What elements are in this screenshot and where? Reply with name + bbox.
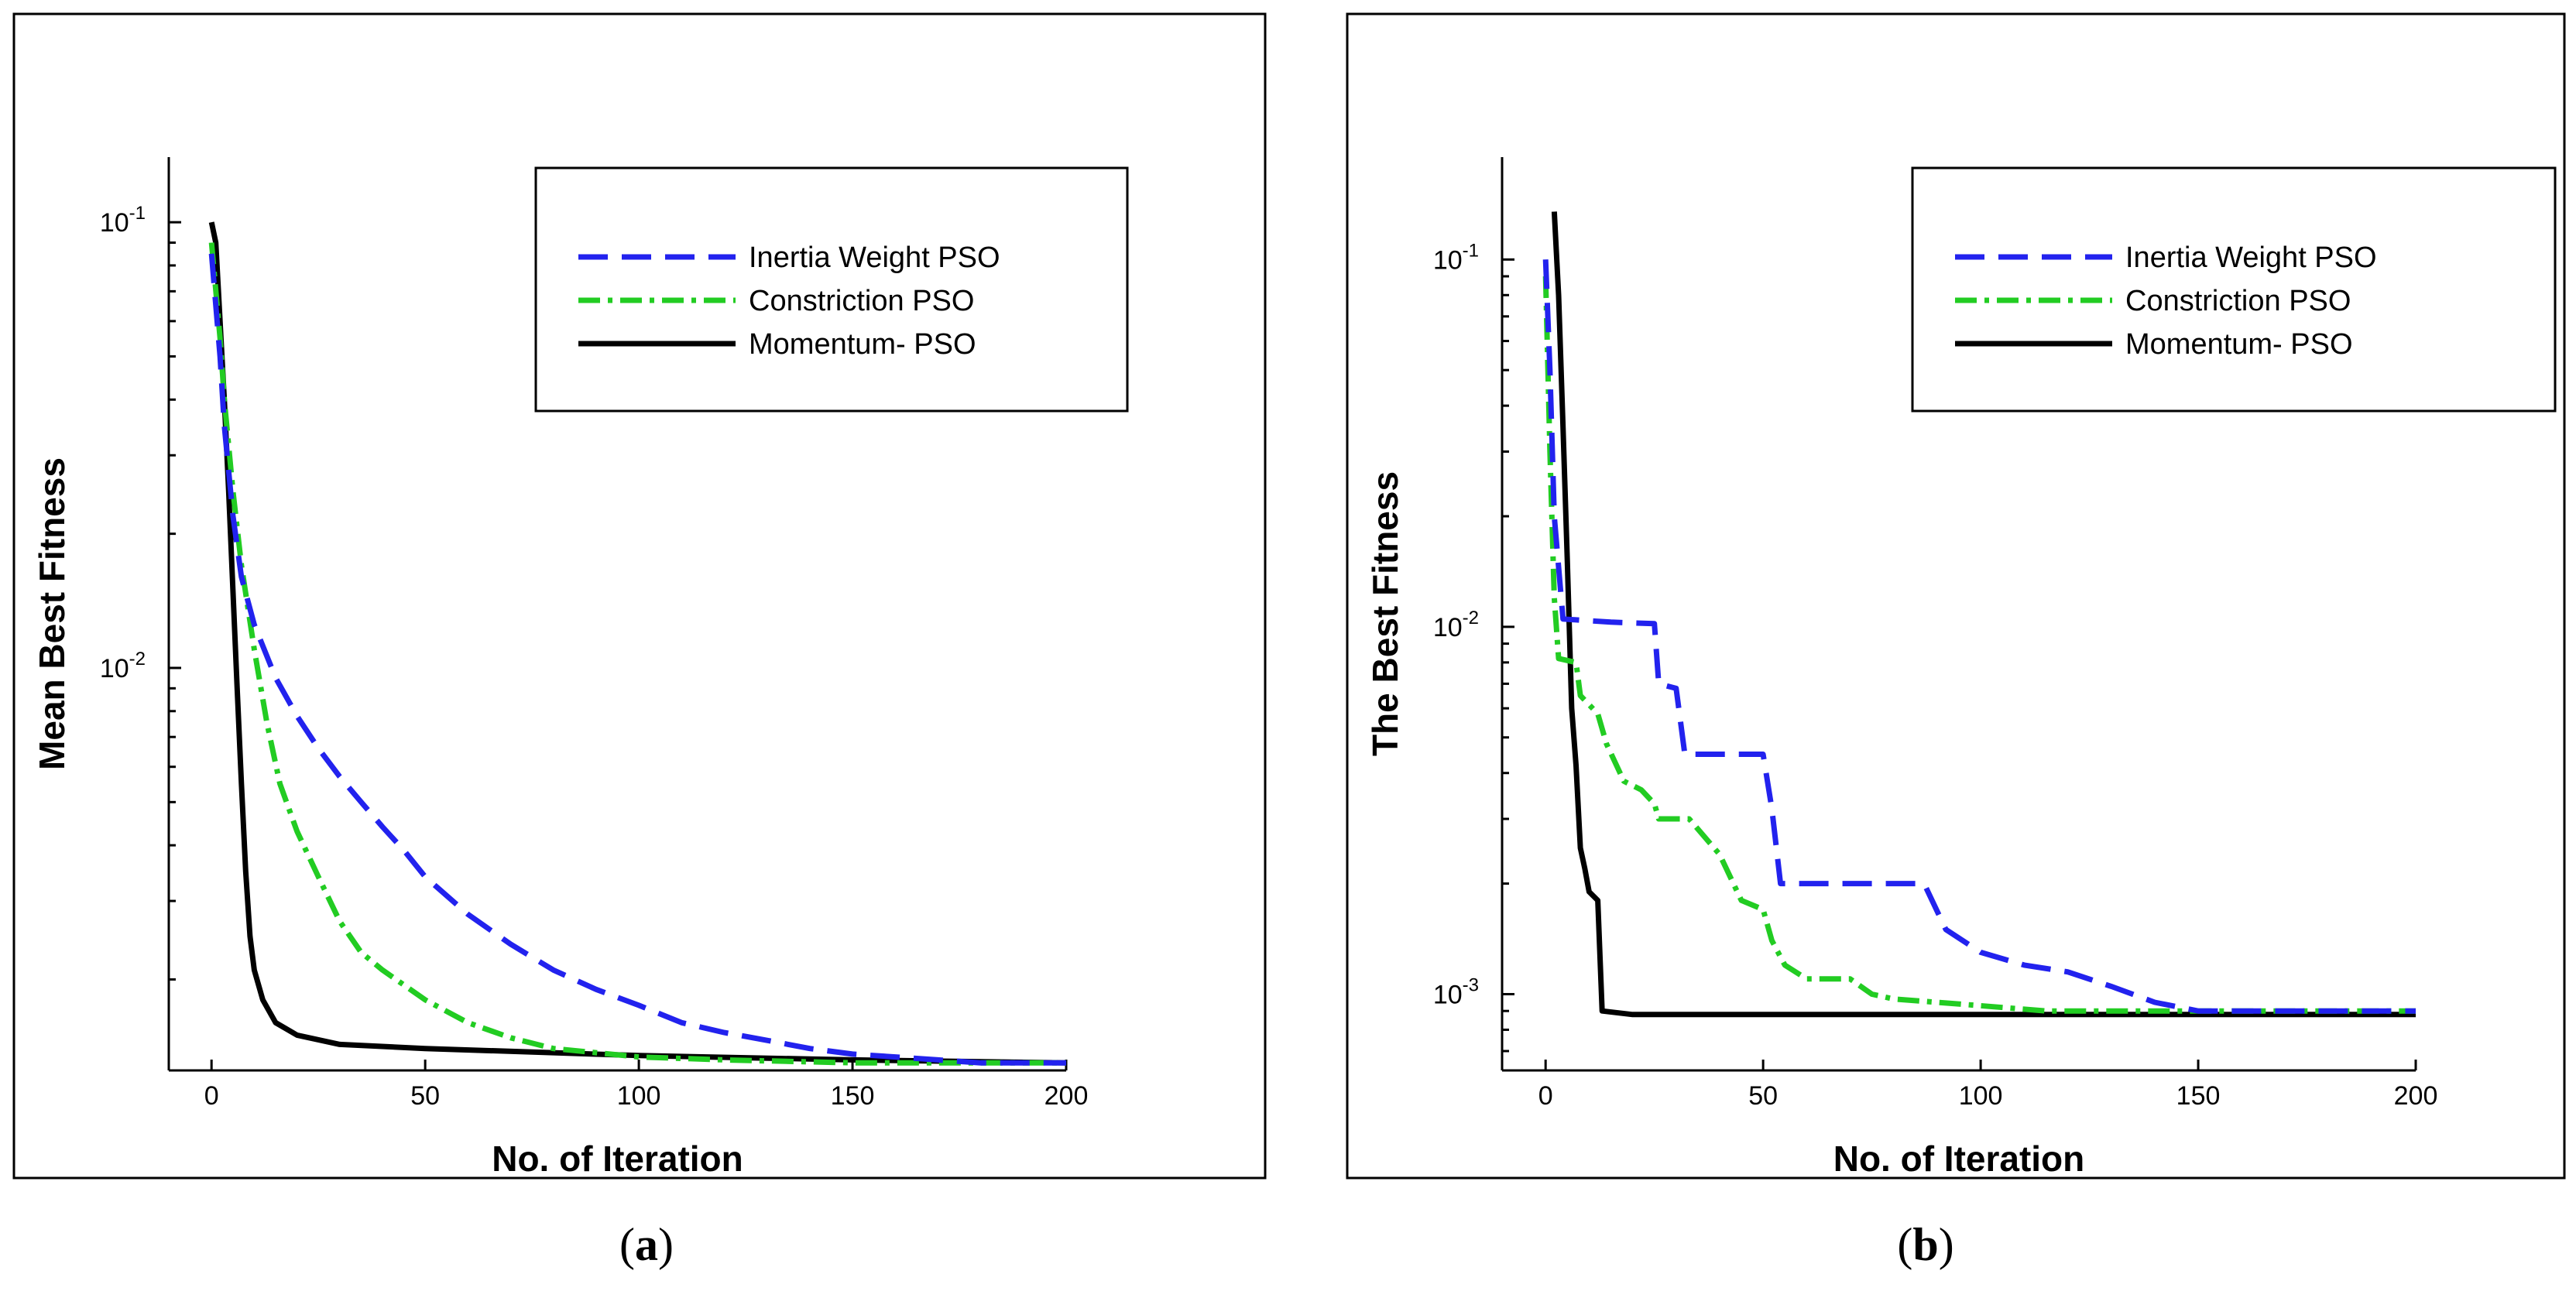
x-tick-label: 50: [1748, 1081, 1778, 1111]
panel-caption: (a): [619, 1219, 674, 1270]
chart-panel-b: 0 50 100 150 200 10-1 10-2 10-3 No. of Iteration…: [1346, 12, 2566, 1270]
y-tick-label: 10-2: [1433, 608, 1479, 642]
legend-label: Constriction PSO: [2125, 285, 2351, 317]
y-tick-label: 10-1: [100, 203, 146, 238]
x-axis-title: No. of Iteration: [1833, 1139, 2085, 1179]
x-tick-label: 150: [831, 1081, 875, 1111]
x-tick-label: 0: [204, 1081, 219, 1111]
x-tick-label: 200: [1044, 1081, 1089, 1111]
x-axis-title: No. of Iteration: [492, 1139, 743, 1179]
legend-label: Inertia Weight PSO: [2125, 241, 2377, 274]
x-tick-label: 200: [2394, 1081, 2438, 1111]
legend-label: Momentum- PSO: [2125, 328, 2353, 361]
series-line: [208, 242, 1066, 1066]
chart-panel-a: 0 50 100 150 200 10-1 10-2 No. of Iteration Mean…: [12, 12, 1267, 1270]
y-tick-label: 10-1: [1433, 240, 1479, 275]
x-tick-label: 0: [1538, 1081, 1553, 1111]
y-tick-label: 10-3: [1433, 974, 1479, 1009]
y-axis-title: The Best Fitness: [1365, 471, 1405, 756]
panel-caption: (b): [1897, 1219, 1953, 1270]
legend-label: Constriction PSO: [749, 285, 974, 317]
series-line: [208, 253, 1066, 1066]
series-line: [1551, 211, 2416, 1018]
y-tick-label: 10-2: [100, 649, 146, 683]
legend-label: Inertia Weight PSO: [749, 241, 1000, 274]
x-tick-label: 50: [410, 1081, 440, 1111]
legend-label: Momentum- PSO: [749, 328, 976, 361]
series-line: [1542, 276, 2416, 1014]
x-tick-label: 150: [2176, 1081, 2221, 1111]
series-line: [1542, 259, 2416, 1014]
y-axis-title: Mean Best Fitness: [32, 457, 72, 770]
legend-box: [1911, 166, 2557, 413]
x-tick-label: 100: [617, 1081, 661, 1111]
legend-box: [534, 166, 1129, 413]
x-tick-label: 100: [1959, 1081, 2003, 1111]
